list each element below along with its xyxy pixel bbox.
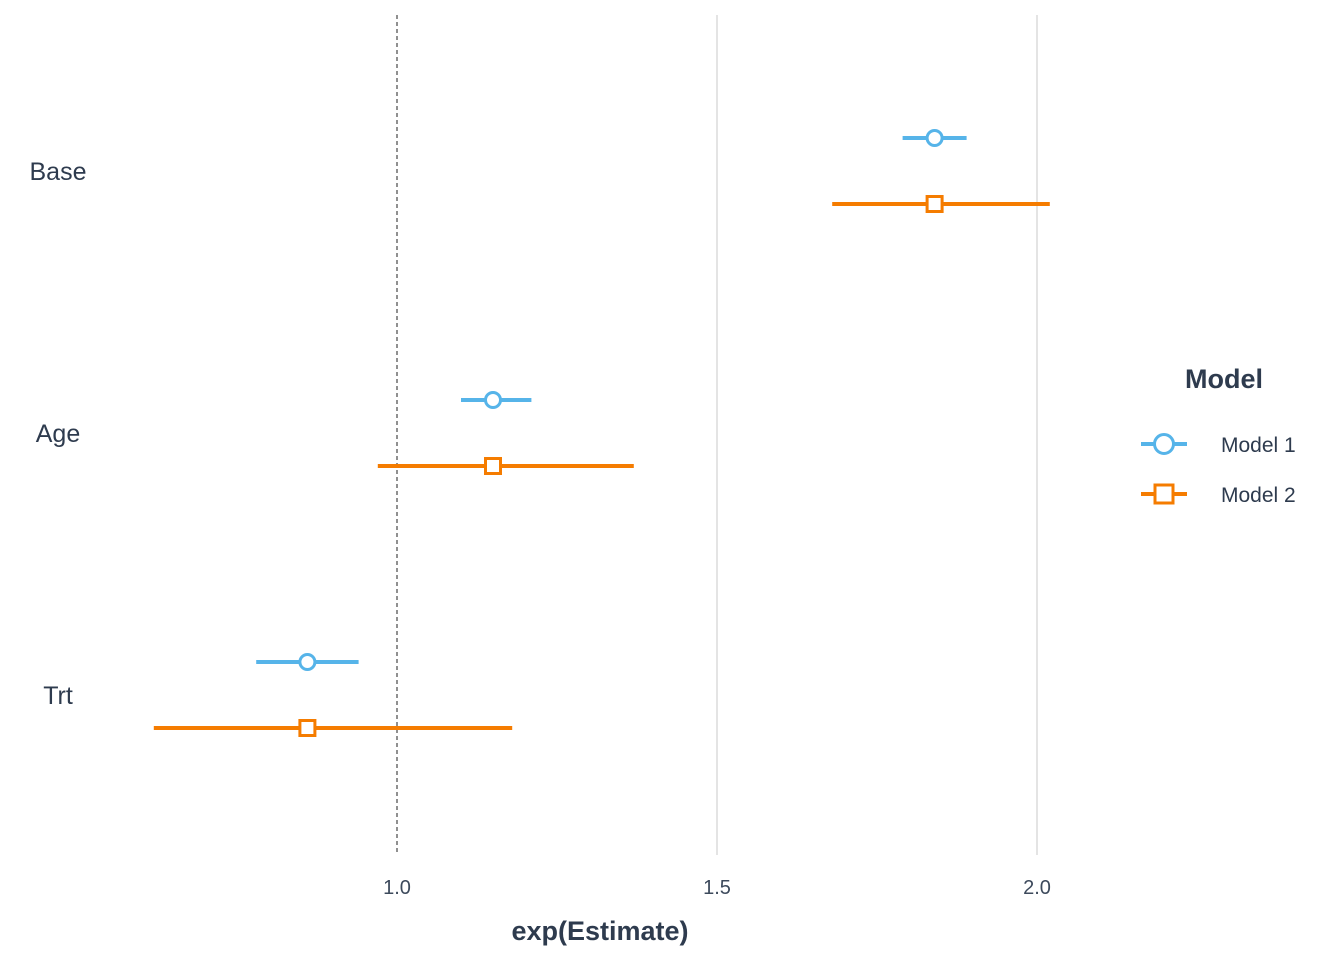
data-marks	[153, 129, 1050, 737]
grid-lines	[716, 15, 1038, 855]
point-estimate	[298, 653, 317, 671]
x-axis-ticks: 1.0 1.5 2.0	[383, 877, 1051, 899]
legend-label: Model 1	[1221, 434, 1296, 457]
y-axis-categories: Base Age Trt	[30, 158, 87, 710]
legend: Model Model 1 Model 2	[1141, 364, 1296, 507]
legend-key-circle	[1153, 433, 1175, 455]
x-axis-title: exp(Estimate)	[511, 916, 688, 946]
point-estimate	[925, 129, 944, 147]
legend-key-square	[1153, 483, 1175, 505]
category-label: Base	[30, 158, 87, 186]
x-tick-label: 1.0	[383, 877, 411, 899]
x-tick-label: 2.0	[1023, 877, 1051, 899]
x-tick-label: 1.5	[703, 877, 731, 899]
point-estimate	[484, 457, 502, 475]
legend-title: Model	[1185, 364, 1263, 394]
point-estimate	[484, 391, 502, 409]
point-estimate	[925, 195, 944, 213]
category-label: Trt	[43, 682, 73, 710]
legend-label: Model 2	[1221, 484, 1296, 507]
point-estimate	[298, 719, 317, 737]
category-label: Age	[36, 420, 80, 448]
